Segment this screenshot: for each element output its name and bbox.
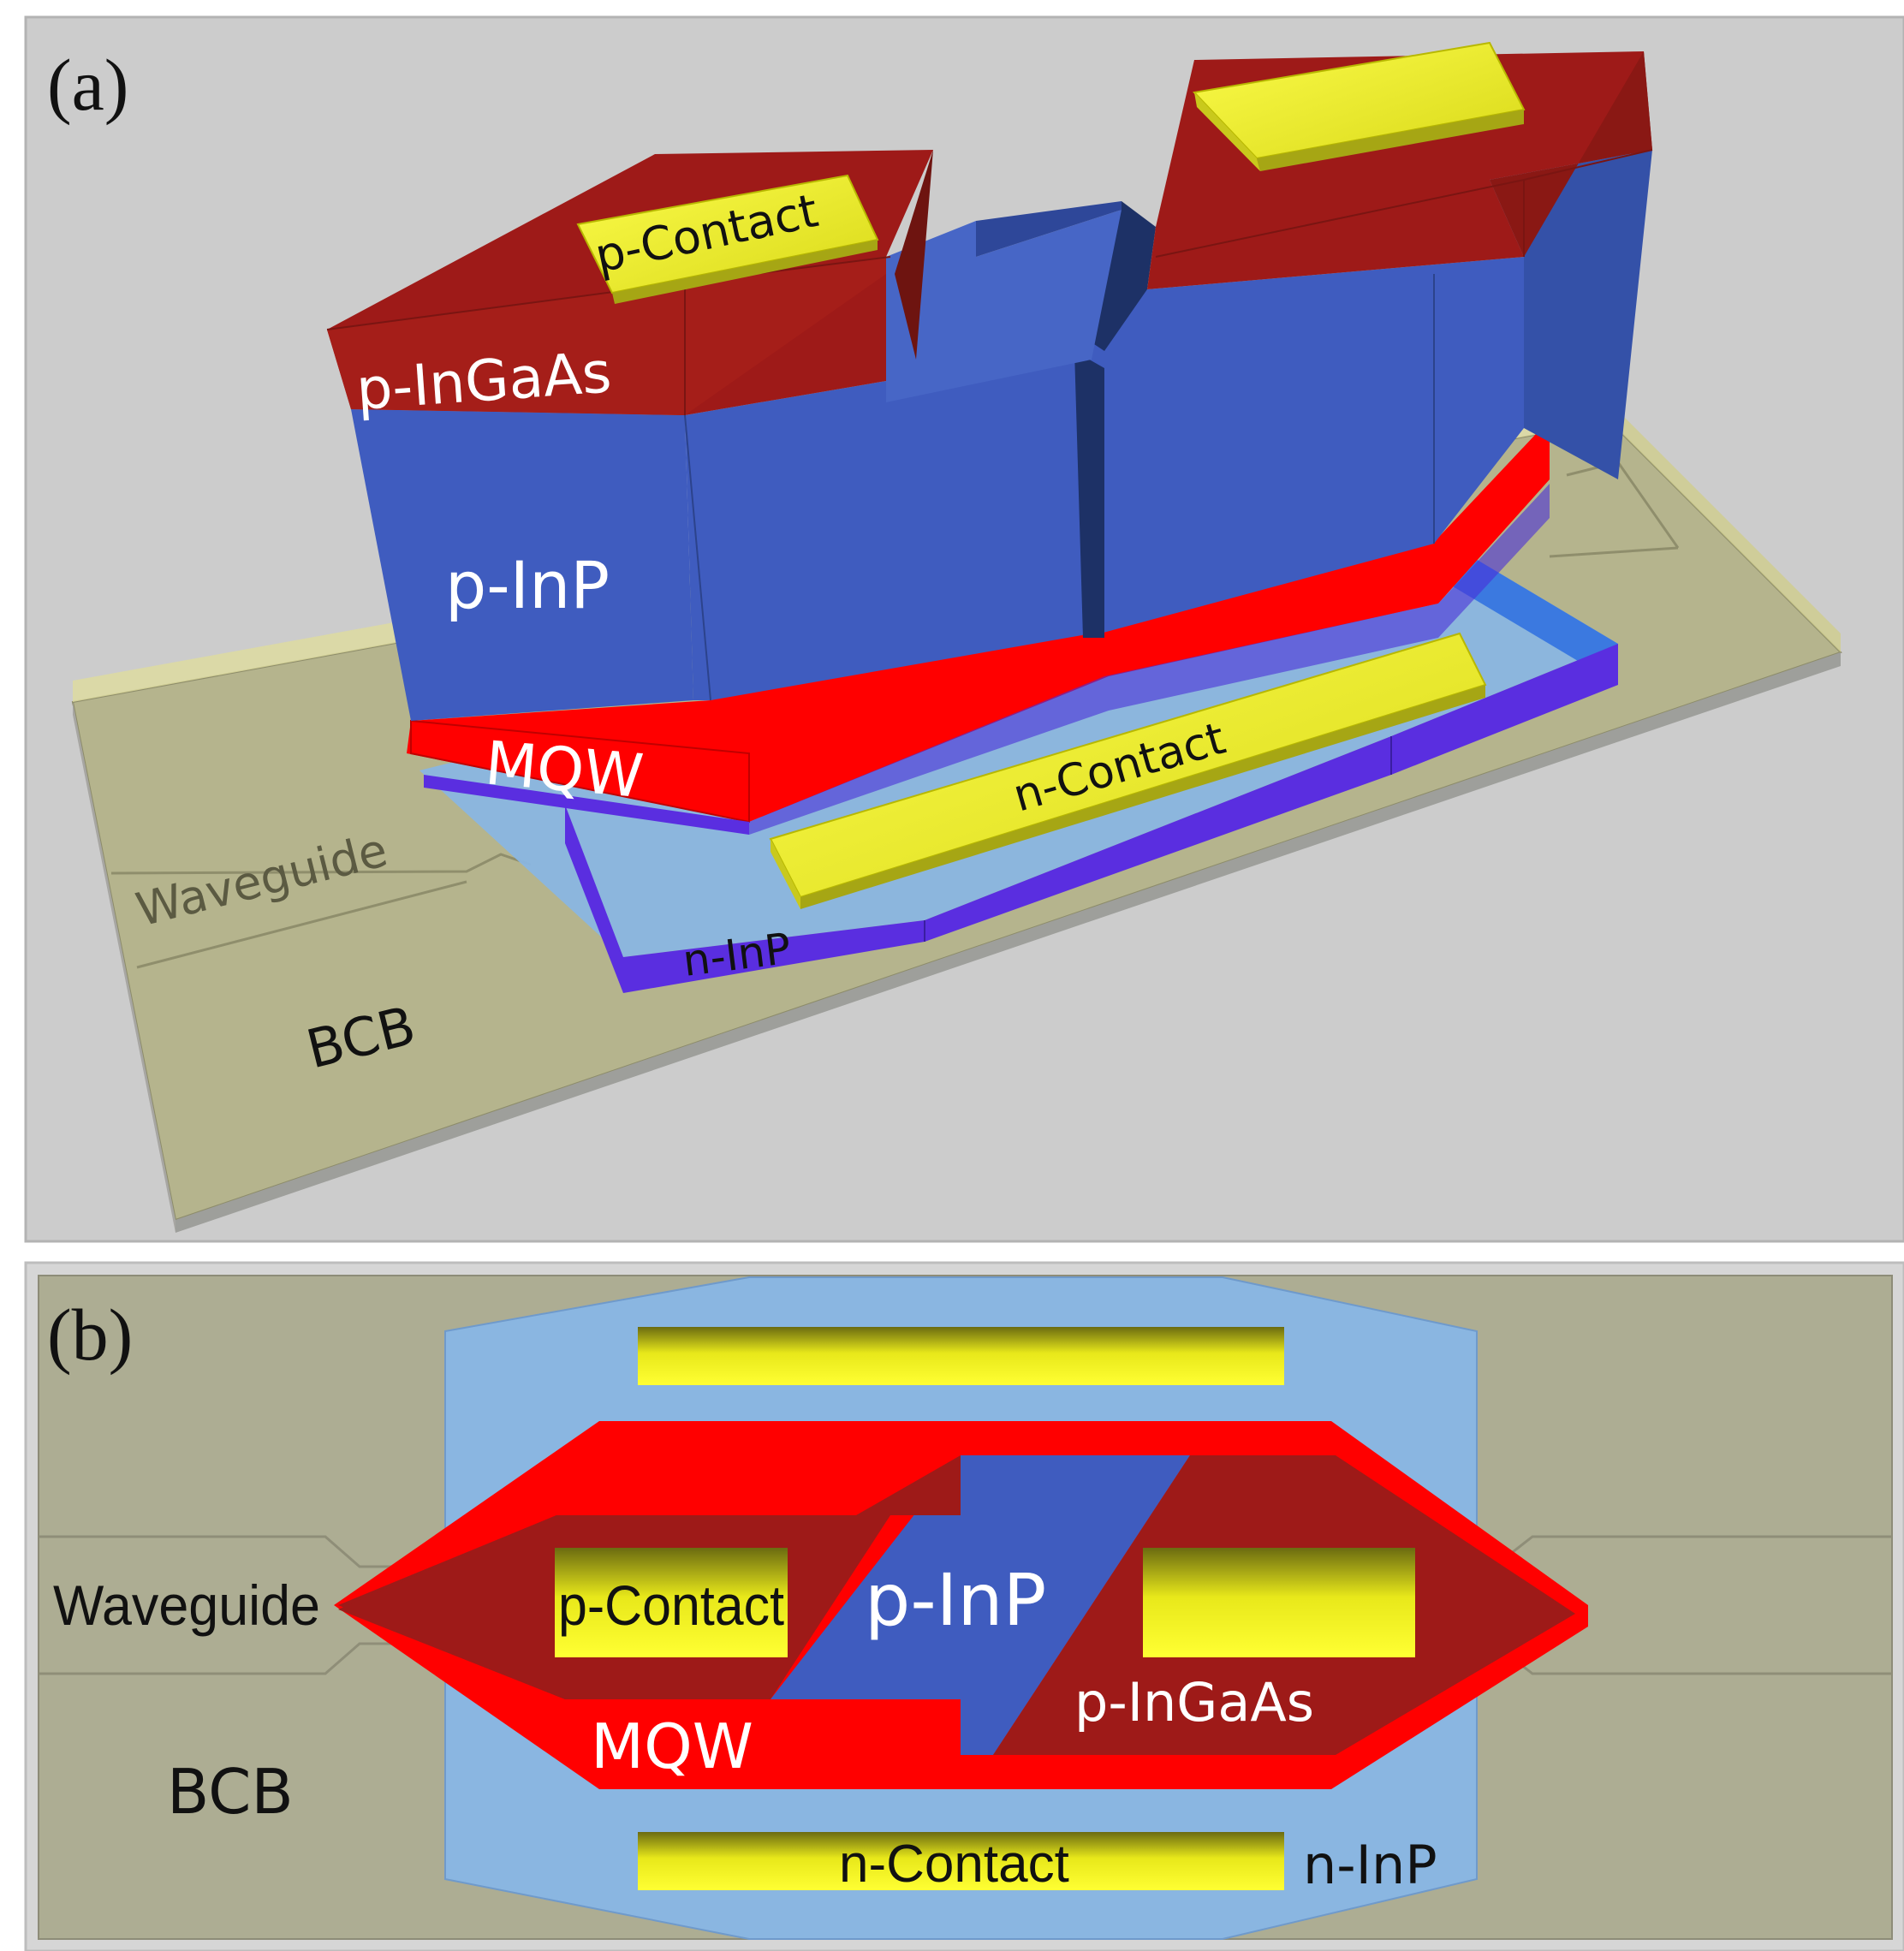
p-inp-region <box>771 1455 1190 1755</box>
p-ingaas-label-top: p-InGaAs <box>1074 1671 1314 1734</box>
p-contact-left <box>576 174 879 304</box>
panel-b-label: (b) <box>47 1294 133 1376</box>
p-contact-left-pad <box>555 1548 788 1657</box>
p-inp-label-3d: p-InP <box>445 547 610 623</box>
n-contact-label-top: n-Contact <box>839 1835 1069 1894</box>
mesa <box>326 51 1653 835</box>
waveguide-label-top: Waveguide <box>53 1573 320 1637</box>
bcb-label-top: BCB <box>167 1756 294 1828</box>
n-contact-top-pad <box>638 1327 1284 1385</box>
n-contact-bar <box>769 632 1487 909</box>
p-contact-label-top: p-Contact <box>558 1573 784 1637</box>
panel-a: (a) p-Contact p-InGaAs p-InP MQW n-Conta… <box>24 15 1904 1243</box>
mqw-label-3d: MQW <box>483 728 646 812</box>
p-inp-label-top: p-InP <box>865 1558 1046 1642</box>
panel-a-label: (a) <box>47 44 128 126</box>
p-contact-right <box>1192 41 1526 171</box>
n-inp-label-top: n-InP <box>1303 1834 1437 1896</box>
panel-b: (b) Waveguide p-Contact p-InP p-InGaAs M… <box>24 1261 1904 1951</box>
mqw-label-top: MQW <box>591 1710 753 1782</box>
n-contact-bottom-pad <box>638 1832 1284 1890</box>
p-contact-right-pad <box>1143 1548 1415 1657</box>
